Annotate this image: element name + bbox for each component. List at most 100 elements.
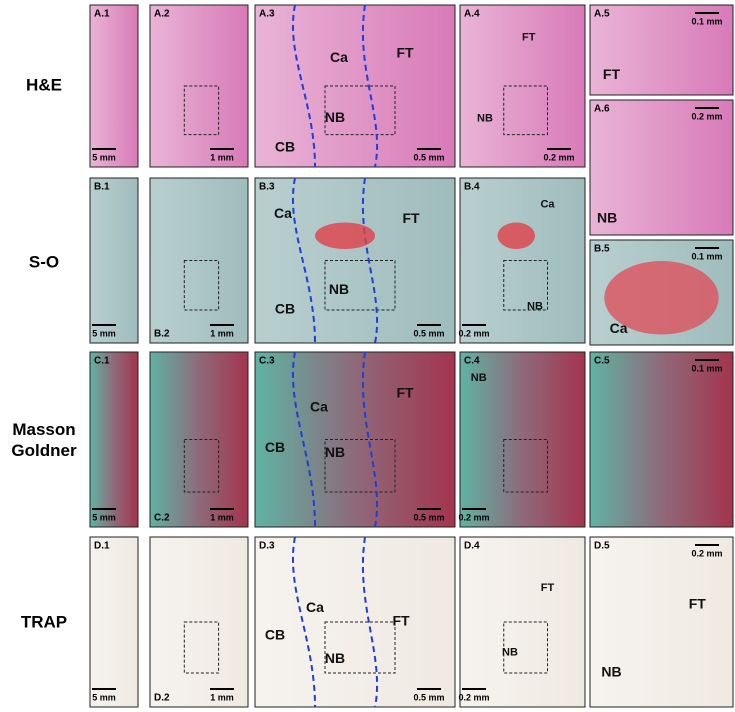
scale-label: 0.2 mm [458,692,489,702]
panel-id: C.1 [94,356,110,367]
row-label: TRAP [20,612,68,632]
scale-label: 5 mm [92,512,116,522]
tissue-label: FT [392,613,410,629]
boundary [291,4,316,168]
micrograph [149,177,249,344]
tissue-label: NB [471,372,487,384]
panel-id: D.2 [154,693,170,704]
micrograph [89,4,139,168]
tissue-label: FT [689,596,707,612]
scale-label: 1 mm [210,152,234,162]
panel: A.1 5 mm [89,4,139,168]
panel: D.3 0.5 mm Ca FT CB NB [254,536,456,708]
scale-label: 0.2 mm [691,111,722,121]
panel-id: C.2 [154,513,170,524]
tissue-label: NB [325,444,345,460]
stain [497,222,535,249]
panel-id: B.1 [94,182,110,193]
micrograph [589,536,734,708]
tissue-label: Ca [330,49,348,65]
inset-box [503,85,548,136]
boundary [361,177,379,344]
panel: C.2 1 mm [149,351,249,528]
micrograph [149,4,249,168]
inset-box [503,260,548,311]
tissue-label: CB [265,626,285,642]
boundary [361,351,379,528]
micrograph [589,351,734,528]
tissue-label: FT [522,31,536,43]
boundary [291,351,316,528]
scale-label: 5 mm [92,152,116,162]
panel-id: A.5 [594,9,610,20]
inset-box [183,85,220,136]
scale-label: 1 mm [210,692,234,702]
micrograph [459,536,586,708]
inset-box [183,439,220,493]
tissue-label: FT [541,582,555,594]
tissue-label: CB [275,138,295,154]
panel: A.5 0.1 mm FT [589,4,734,96]
panel-id: B.3 [259,182,275,193]
panel-id: D.1 [94,541,110,552]
micrograph [459,177,586,344]
panel: C.3 0.5 mm Ca FT CB NB [254,351,456,528]
row-label: S-O [28,252,60,272]
panel: D.1 5 mm [89,536,139,708]
tissue-label: NB [527,301,543,313]
panel: A.3 0.5 mm Ca FT NB CB [254,4,456,168]
boundary [361,536,379,708]
panel: D.4 0.2 mm FT NB [458,536,586,708]
tissue-label: NB [601,664,621,680]
inset-box [503,621,548,674]
scale-label: 0.5 mm [413,152,444,162]
panel: B.3 0.5 mm Ca FT NB CB [254,177,456,344]
tissue-label: CB [275,301,295,317]
tissue-label: FT [396,385,414,401]
panel: B.4 0.2 mm Ca NB [458,177,586,344]
inset-box [324,85,396,136]
tissue-label: Ca [310,399,328,415]
tissue-label: NB [502,647,518,659]
panel-id: B.4 [464,182,480,193]
tissue-label: NB [325,650,345,666]
scale-label: 0.2 mm [458,512,489,522]
panel: C.1 5 mm [89,351,139,528]
micrograph [589,4,734,96]
boundary [291,177,316,344]
tissue-label: FT [396,44,414,60]
tissue-label: Ca [306,599,324,615]
panel-id: D.3 [259,541,275,552]
micrograph [89,536,139,708]
scale-label: 0.2 mm [458,328,489,338]
scale-label: 0.1 mm [691,363,722,373]
scale-label: 0.2 mm [543,152,574,162]
panel: A.2 1 mm [149,4,249,168]
stain [604,261,719,335]
tissue-label: Ca [540,198,555,210]
scale-label: 0.1 mm [691,16,722,26]
inset-box [183,621,220,674]
panel-id: C.4 [464,356,480,367]
scale-label: 1 mm [210,328,234,338]
scale-label: 0.1 mm [691,251,722,261]
panel: D.5 0.2 mm FT NB [589,536,734,708]
stain [315,222,375,249]
panel: A.4 0.2 mm FT NB [459,4,586,168]
tissue-label: NB [329,281,349,297]
tissue-label: NB [597,210,617,226]
tissue-label: Ca [274,205,292,221]
scale-label: 0.5 mm [413,692,444,702]
panel: B.5 0.1 mm Ca [589,239,734,346]
tissue-label: CB [265,439,285,455]
scale-label: 1 mm [210,512,234,522]
inset-box [183,260,220,311]
panel-id: A.3 [259,9,275,20]
panel-id: D.5 [594,541,610,552]
micrograph [459,4,586,168]
micrograph [89,351,139,528]
panel: C.4 0.2 mm NB [458,351,586,528]
panel-id: C.5 [594,356,610,367]
